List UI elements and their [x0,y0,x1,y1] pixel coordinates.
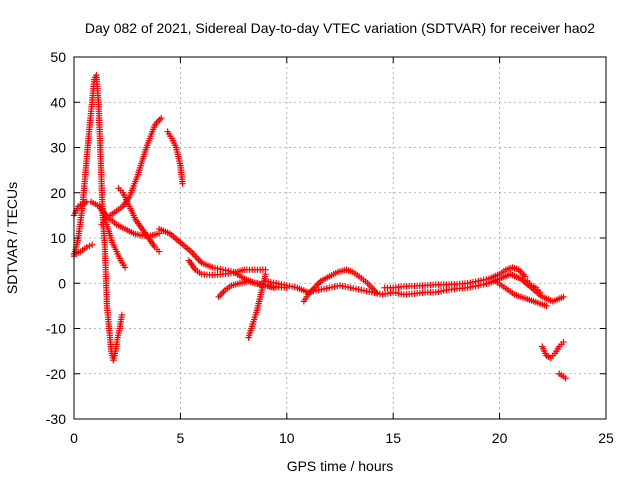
data-point [193,254,201,262]
data-point [192,253,199,260]
x-tick-label: 20 [492,430,508,446]
data-point [179,180,186,187]
data-point [536,289,544,296]
x-tick-label: 25 [598,430,614,446]
y-tick-label: 30 [50,140,66,156]
data-point [560,338,567,346]
data-point [560,293,567,301]
series-arc-17 [538,338,567,362]
data-point [195,256,202,263]
y-tick-label: -30 [46,411,66,427]
y-tick-label: 20 [50,185,66,201]
data-point [190,251,198,259]
y-tick-label: 10 [50,230,66,246]
y-tick-label: -20 [46,366,66,382]
series-arc-6 [96,203,163,239]
series-arc-13 [300,266,380,305]
series-arc-2 [70,71,126,364]
data-point [521,273,529,280]
series-arc-11 [245,271,269,341]
data-point [543,302,550,310]
tick-labels: 0 5 10 15 20 25 -30 -20 -10 0 10 20 30 40 50 [46,49,614,446]
y-tick-label: -10 [46,321,66,337]
data-point [562,375,569,382]
series-arc-5 [115,185,163,255]
data-point [88,241,96,248]
data-marks [70,71,569,382]
series-arc-16 [524,277,544,296]
series-arc-18 [555,370,569,382]
series-arc-14 [381,264,529,291]
grid-lines [74,57,606,419]
y-axis-label: SDTVAR / TECUs [4,182,20,294]
data-point [121,264,129,271]
data-point [118,311,126,319]
y-tick-label: 0 [58,275,66,291]
series-arc-15 [492,277,550,310]
data-point [158,114,165,122]
chart-title: Day 082 of 2021, Sidereal Day-to-day VTE… [85,20,595,36]
data-point [189,249,196,257]
data-point [155,248,163,255]
data-point [372,289,380,296]
x-axis-label: GPS time / hours [287,458,394,474]
x-tick-label: 5 [177,430,185,446]
series-arc-7 [164,128,186,187]
y-tick-label: 40 [50,94,66,110]
x-tick-label: 0 [70,430,78,446]
x-tick-label: 10 [279,430,295,446]
data-point [262,271,269,278]
x-tick-label: 15 [385,430,401,446]
series-arc-9 [185,257,269,279]
axis-ticks [73,56,607,420]
y-tick-label: 50 [50,49,66,65]
